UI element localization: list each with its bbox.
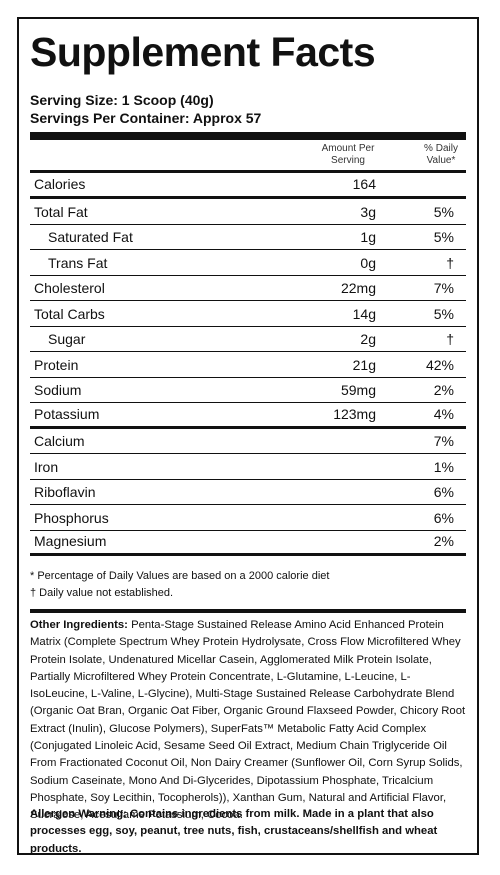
allergen-warning: Allergen Warning: Contains ingredients f…: [30, 808, 438, 855]
nutrient-daily-value: 2%: [433, 382, 454, 398]
thick-divider: [30, 132, 466, 140]
nutrient-name: Sodium: [34, 382, 82, 398]
nutrient-name: Cholesterol: [34, 280, 105, 296]
nutrient-name: Total Carbs: [34, 305, 105, 322]
nutrient-row: Protein 21g 42%: [30, 353, 466, 378]
nutrient-name: Calcium: [34, 433, 85, 449]
nutrient-row: Sugar 2g †: [30, 327, 466, 352]
nutrient-daily-value: 42%: [425, 356, 454, 373]
nutrient-name: Saturated Fat: [48, 229, 133, 245]
other-ingredients-text: Penta-Stage Sustained Release Amino Acid…: [30, 619, 466, 822]
nutrient-row: Trans Fat 0g †: [30, 251, 466, 276]
nutrient-daily-value: 4%: [433, 405, 454, 422]
nutrient-daily-value: 1%: [433, 458, 454, 475]
nutrient-amount: 1g: [360, 229, 376, 245]
servings-per-container: Servings Per Container: Approx 57: [30, 110, 262, 126]
nutrient-daily-value: 2%: [433, 533, 454, 549]
nutrient-amount: 21g: [352, 356, 376, 373]
nutrient-name: Phosphorus: [34, 509, 109, 526]
nutrient-amount: 123mg: [333, 405, 376, 422]
nutrient-row: Cholesterol 22mg 7%: [30, 276, 466, 301]
nutrient-name: Magnesium: [34, 533, 107, 549]
nutrient-name: Riboflavin: [34, 484, 96, 500]
nutrient-row: Riboflavin 6%: [30, 480, 466, 505]
nutrient-row: Sodium 59mg 2%: [30, 378, 466, 403]
nutrient-daily-value: †: [446, 254, 454, 271]
nutrient-row: Total Fat 3g 5%: [30, 200, 466, 225]
nutrient-row: Magnesium 2%: [30, 531, 466, 556]
dv-header-line1: % Daily: [424, 143, 458, 154]
nutrient-row: Iron 1%: [30, 455, 466, 480]
supplement-facts-panel: Supplement Facts Serving Size: 1 Scoop (…: [17, 17, 479, 855]
footnote-divider: [30, 609, 466, 613]
header-divider: [30, 170, 466, 173]
nutrient-name: Potassium: [34, 405, 100, 422]
nutrient-daily-value: 7%: [433, 433, 454, 449]
nutrient-amount: 22mg: [340, 280, 376, 296]
nutrient-amount: 164: [352, 176, 376, 192]
nutrient-name: Sugar: [48, 331, 86, 347]
nutrient-amount: 2g: [360, 331, 376, 347]
serving-size: Serving Size: 1 Scoop (40g): [30, 92, 214, 108]
nutrient-amount: 14g: [352, 305, 376, 322]
nutrient-daily-value: †: [446, 331, 454, 347]
footnote-not-established: † Daily value not established.: [30, 587, 174, 599]
nutrient-name: Iron: [34, 458, 59, 475]
nutrient-row: Calcium 7%: [30, 429, 466, 454]
other-ingredients-label: Other Ingredients:: [30, 619, 128, 631]
daily-value-header: % Daily Value*: [411, 143, 471, 167]
amount-header-line2: Serving: [331, 155, 365, 166]
panel-title: Supplement Facts: [30, 29, 376, 75]
nutrient-row: Phosphorus 6%: [30, 506, 466, 531]
nutrient-amount: 0g: [360, 254, 376, 271]
nutrient-name: Calories: [34, 176, 86, 192]
nutrient-name: Total Fat: [34, 203, 88, 220]
nutrient-row: Total Carbs 14g 5%: [30, 302, 466, 327]
nutrient-daily-value: 5%: [433, 203, 454, 220]
amount-per-serving-header: Amount Per Serving: [310, 143, 386, 167]
footnote-percent-dv: * Percentage of Daily Values are based o…: [30, 570, 330, 582]
nutrient-name: Trans Fat: [48, 254, 108, 271]
nutrient-daily-value: 5%: [433, 305, 454, 322]
nutrient-row: Potassium 123mg 4%: [30, 404, 466, 429]
nutrient-name: Protein: [34, 356, 79, 373]
nutrient-amount: 3g: [360, 203, 376, 220]
other-ingredients: Other Ingredients: Penta-Stage Sustained…: [30, 617, 468, 825]
dv-header-line2: Value*: [426, 155, 456, 166]
nutrient-daily-value: 6%: [433, 509, 454, 526]
nutrient-daily-value: 6%: [433, 484, 454, 500]
amount-header-line1: Amount Per: [321, 143, 375, 154]
nutrient-row: Saturated Fat 1g 5%: [30, 225, 466, 250]
nutrient-amount: 59mg: [340, 382, 376, 398]
nutrient-daily-value: 5%: [433, 229, 454, 245]
nutrient-row: Calories 164: [30, 174, 466, 199]
nutrient-daily-value: 7%: [433, 280, 454, 296]
